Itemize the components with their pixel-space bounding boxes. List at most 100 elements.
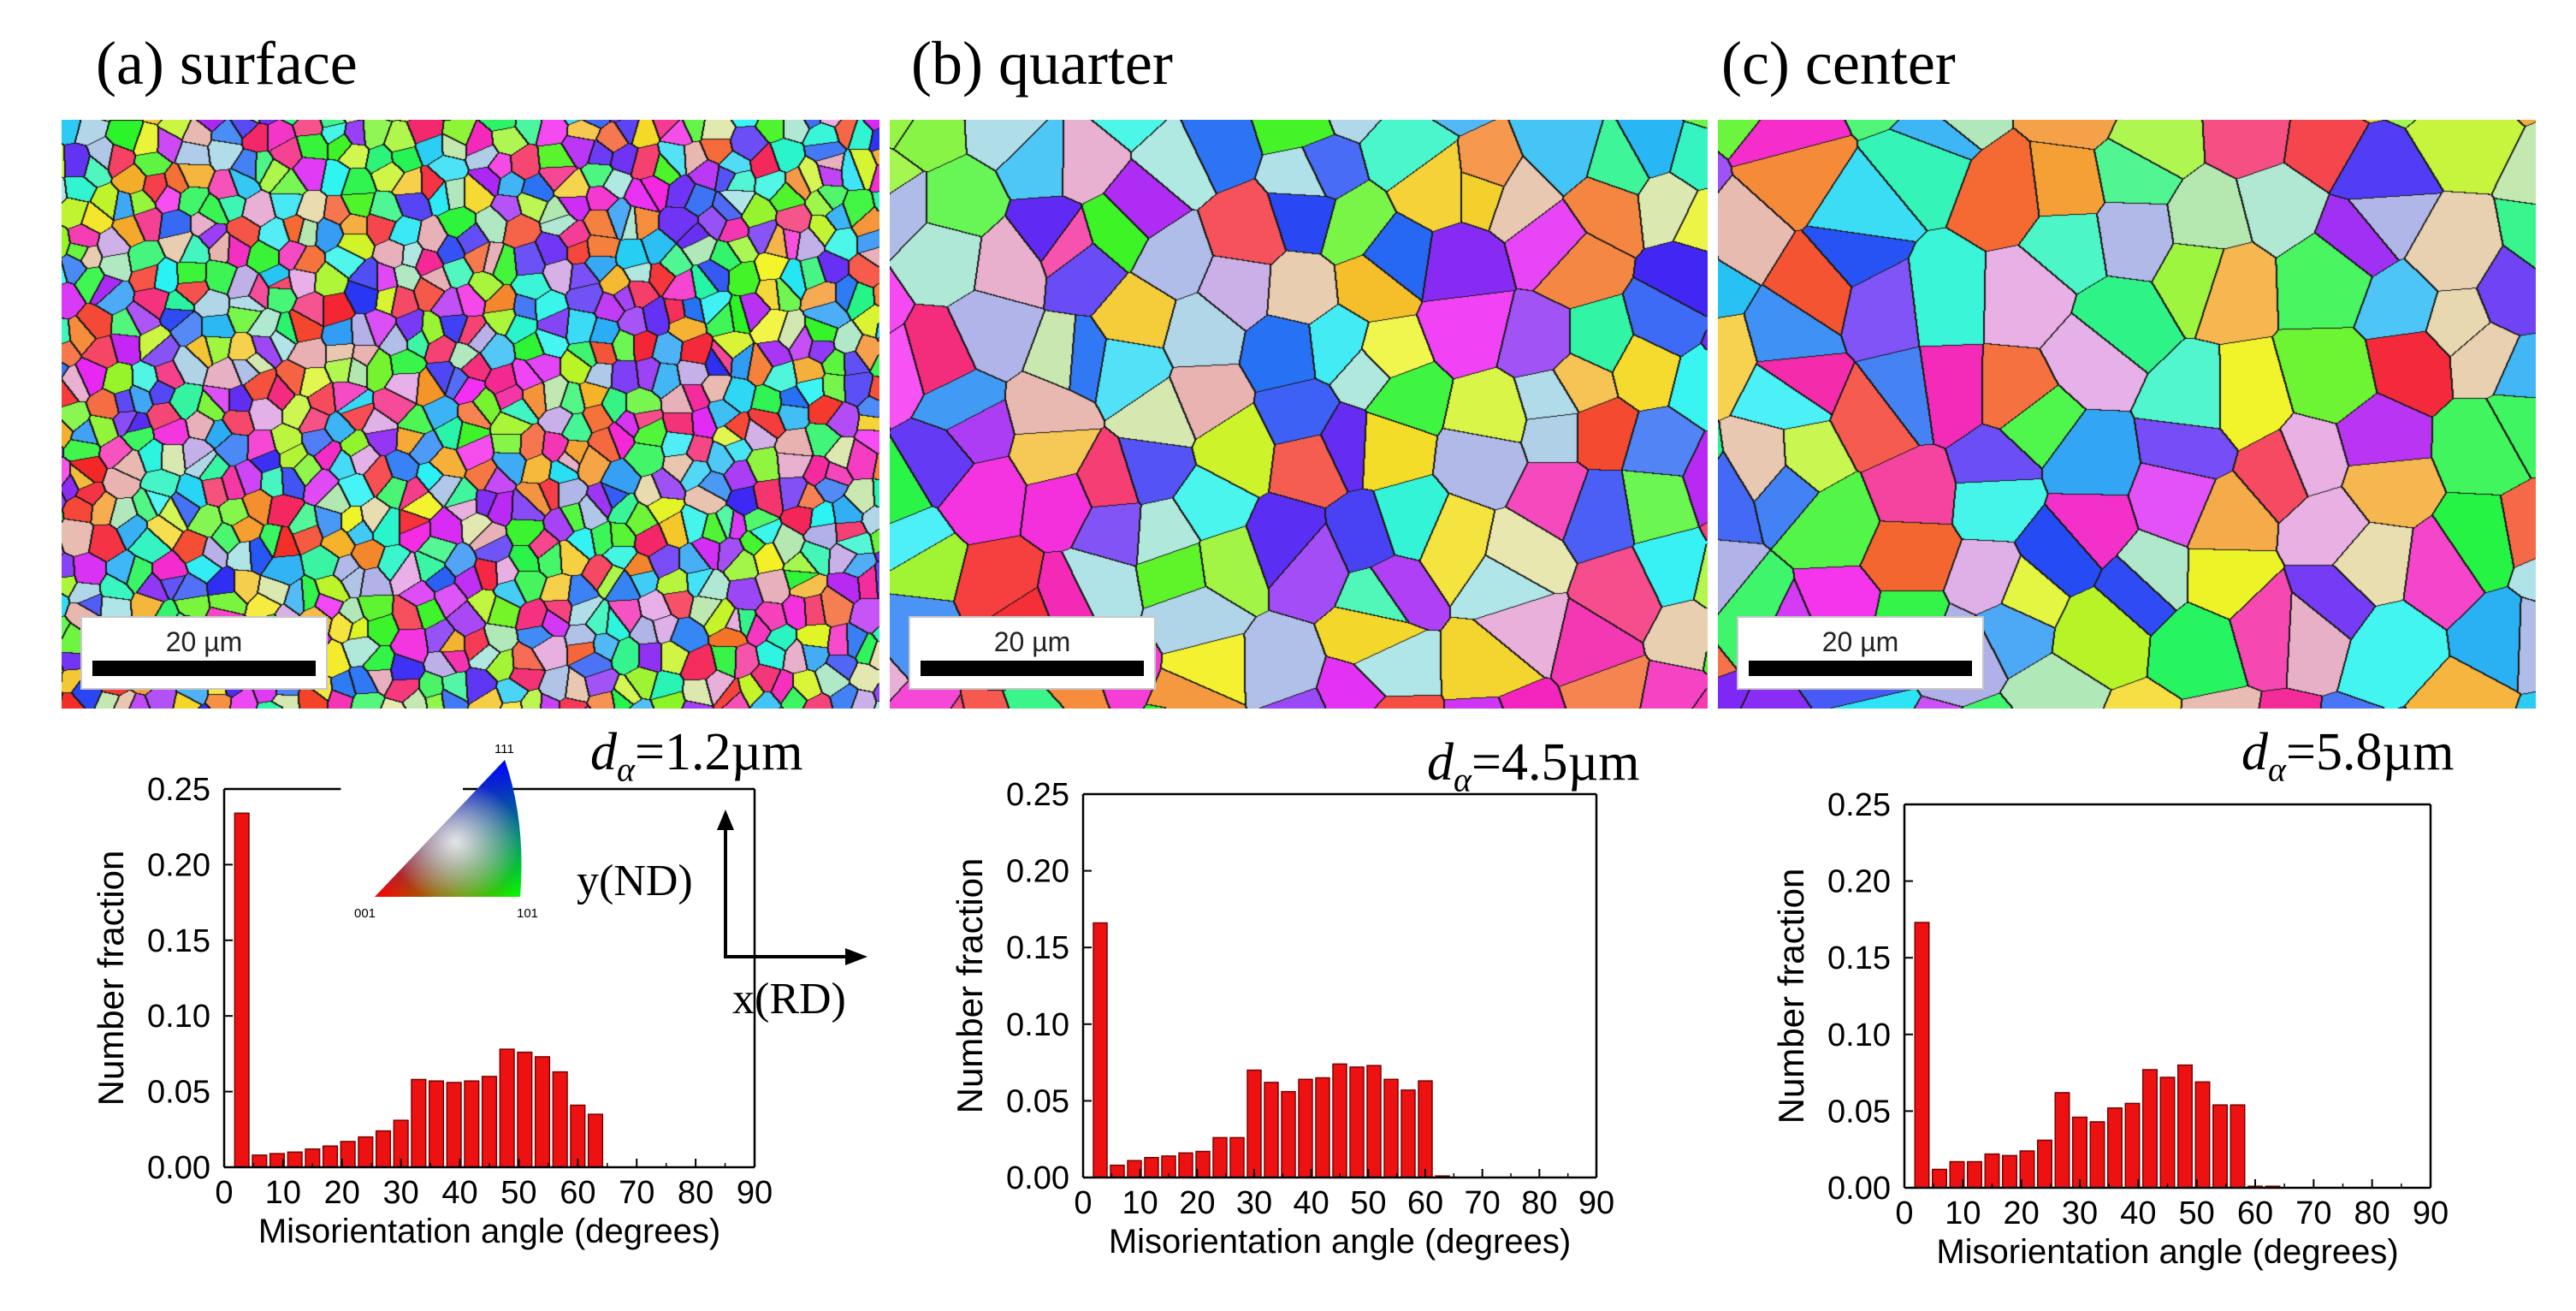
histogram-bar xyxy=(2019,1150,2035,1189)
histogram-bar xyxy=(2230,1104,2246,1189)
histogram-bar xyxy=(1967,1160,1982,1189)
x-tick-label: 30 xyxy=(1236,1185,1272,1221)
scale-bar-label: 20 µm xyxy=(165,626,243,657)
x-tick-label: 70 xyxy=(619,1175,654,1211)
grain-size-subscript: α xyxy=(1454,760,1472,799)
y-tick-label: 0.25 xyxy=(1006,777,1069,813)
ebsd-map-center-image xyxy=(1718,120,2536,709)
y-tick-label: 0.10 xyxy=(1006,1007,1069,1043)
scale-bar-surface: 20 µm xyxy=(80,616,328,690)
grain-size-symbol: d xyxy=(2241,723,2268,781)
x-tick-label: 0 xyxy=(1074,1185,1092,1221)
x-tick-label: 40 xyxy=(441,1175,477,1211)
x-tick-label: 70 xyxy=(1465,1185,1501,1221)
y-tick-label: 0.25 xyxy=(147,772,210,808)
panel-a-title: (a) surface xyxy=(96,29,358,98)
x-axis-title: Misorientation angle (degrees) xyxy=(258,1213,720,1250)
x-tick-label: 30 xyxy=(383,1175,419,1211)
grain-size-value: =1.2µm xyxy=(635,723,803,781)
ebsd-map-surface-image xyxy=(62,120,879,709)
x-tick-label: 0 xyxy=(1895,1195,1913,1231)
panel-c-title: (c) center xyxy=(1721,29,1956,98)
y-axis-title: Number fraction xyxy=(91,851,131,1106)
histogram-bar xyxy=(2124,1102,2141,1189)
histogram-bar xyxy=(2177,1064,2193,1189)
ebsd-map-quarter: 20 µm xyxy=(890,120,1708,709)
x-tick-label: 90 xyxy=(737,1175,773,1211)
histogram-bar xyxy=(2089,1121,2105,1189)
ipf-color-legend: 111 001 101 xyxy=(354,742,538,921)
axis-label-rd: x(RD) xyxy=(732,975,846,1023)
x-tick-label: 50 xyxy=(1350,1185,1386,1221)
x-tick-label: 30 xyxy=(2062,1195,2098,1231)
panel-b-title: (b) quarter xyxy=(911,29,1173,98)
histogram-bar xyxy=(2107,1107,2123,1189)
grain-size-quarter: dα=4.5µm xyxy=(1427,736,1639,797)
grain-size-center: dα=5.8µm xyxy=(2241,726,2454,786)
grain-size-symbol: d xyxy=(1427,733,1454,792)
grain-size-value: =5.8µm xyxy=(2286,723,2455,781)
y-tick-label: 0.05 xyxy=(147,1075,210,1111)
scale-bar-line xyxy=(1749,661,1972,676)
histogram-bar xyxy=(1949,1160,1965,1189)
y-axis-title: Number fraction xyxy=(1771,869,1811,1124)
y-tick-label: 0.00 xyxy=(1827,1171,1891,1207)
x-tick-label: 80 xyxy=(1521,1185,1557,1221)
grain-size-surface: dα=1.2µm xyxy=(590,726,802,786)
axis-label-nd: y(ND) xyxy=(577,857,693,905)
x-tick-label: 50 xyxy=(500,1175,536,1211)
ipf-label-001: 001 xyxy=(354,906,376,921)
x-axis-arrowhead xyxy=(845,948,868,965)
x-tick-label: 90 xyxy=(2413,1195,2449,1231)
x-tick-label: 60 xyxy=(2237,1195,2273,1231)
x-tick-label: 80 xyxy=(2354,1195,2390,1231)
grain-size-subscript: α xyxy=(617,750,635,789)
x-axis-title: Misorientation angle (degrees) xyxy=(1936,1233,2398,1271)
x-tick-label: 80 xyxy=(678,1175,714,1211)
x-tick-label: 10 xyxy=(1122,1185,1158,1221)
x-tick-label: 40 xyxy=(2120,1195,2156,1231)
grain-size-symbol: d xyxy=(590,723,617,781)
x-tick-label: 20 xyxy=(1179,1185,1215,1221)
y-tick-label: 0.10 xyxy=(1827,1017,1891,1053)
x-tick-label: 10 xyxy=(265,1175,301,1211)
y-axis-arrowhead xyxy=(717,810,734,830)
x-tick-label: 10 xyxy=(1945,1195,1981,1231)
y-tick-label: 0.05 xyxy=(1827,1094,1891,1130)
x-tick-label: 60 xyxy=(560,1175,595,1211)
x-tick-label: 20 xyxy=(2004,1195,2040,1231)
y-tick-label: 0.15 xyxy=(147,923,210,959)
histogram-bar xyxy=(2037,1139,2052,1189)
ebsd-map-surface: 20 µm xyxy=(62,120,879,709)
scale-bar-center: 20 µm xyxy=(1737,616,1984,690)
x-tick-label: 50 xyxy=(2179,1195,2215,1231)
grain-size-subscript: α xyxy=(2268,750,2286,789)
histogram-bar xyxy=(2194,1081,2211,1189)
y-tick-label: 0.00 xyxy=(147,1150,210,1186)
scale-bar-quarter: 20 µm xyxy=(909,616,1156,690)
x-tick-label: 70 xyxy=(2295,1195,2331,1231)
y-tick-label: 0.25 xyxy=(1827,787,1891,823)
histogram-bar xyxy=(2159,1077,2176,1189)
histogram-bar xyxy=(2212,1104,2228,1189)
scale-bar-label: 20 µm xyxy=(1821,626,1899,657)
histogram-bar xyxy=(2002,1154,2017,1189)
x-tick-label: 90 xyxy=(1578,1185,1614,1221)
x-tick-label: 0 xyxy=(215,1175,233,1211)
y-tick-label: 0.20 xyxy=(1006,854,1069,890)
histogram-bar xyxy=(1984,1153,2000,1189)
y-tick-label: 0.15 xyxy=(1827,940,1891,976)
grain-size-value: =4.5µm xyxy=(1472,733,1640,792)
y-tick-label: 0.10 xyxy=(147,999,210,1035)
scale-bar-line xyxy=(921,661,1144,676)
scale-bar-label: 20 µm xyxy=(993,626,1071,657)
x-tick-label: 20 xyxy=(324,1175,360,1211)
ebsd-map-center: 20 µm xyxy=(1718,120,2536,709)
histogram-bar xyxy=(2142,1069,2158,1189)
histogram-bar xyxy=(2072,1116,2087,1189)
x-axis-title: Misorientation angle (degrees) xyxy=(1109,1223,1571,1261)
y-tick-label: 0.00 xyxy=(1006,1160,1069,1196)
y-tick-label: 0.15 xyxy=(1006,930,1069,966)
